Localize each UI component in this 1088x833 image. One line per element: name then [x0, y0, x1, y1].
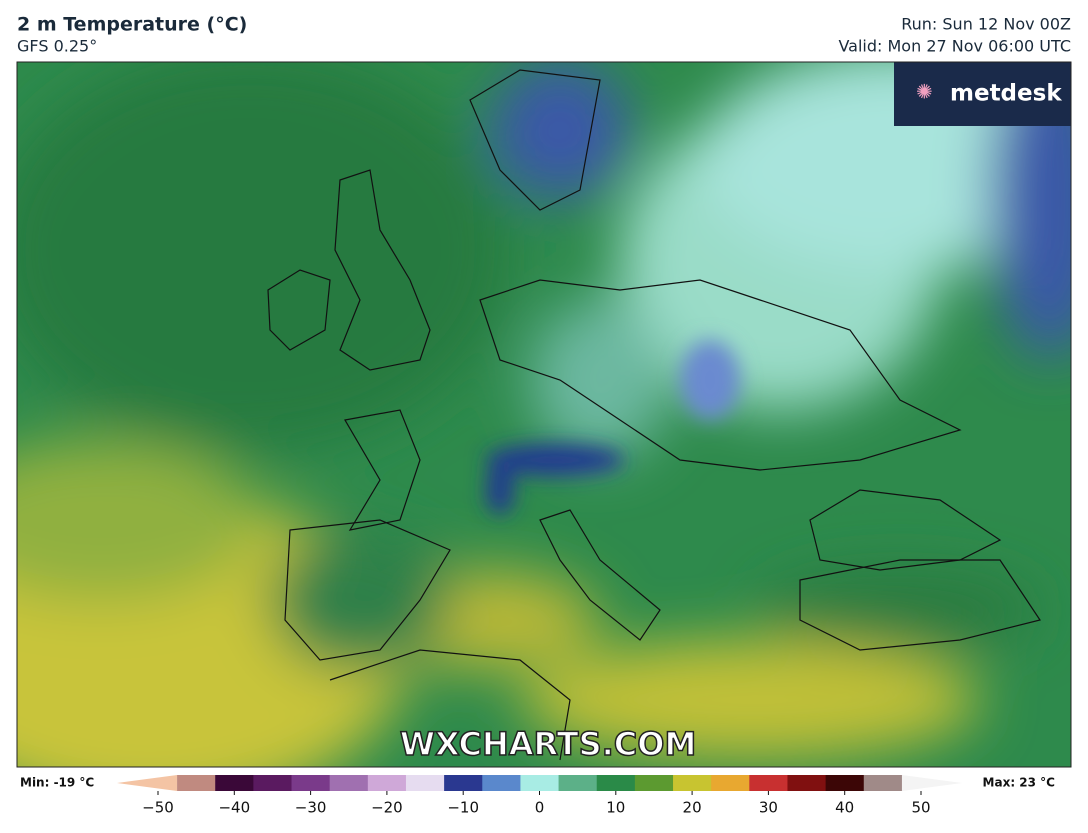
colorbar-segment	[520, 775, 560, 791]
colorbar-tick-label: 0	[535, 799, 545, 817]
logo-icon: ✺	[916, 80, 933, 104]
colorbar-tick-label: 40	[835, 799, 854, 817]
colorbar-segment	[901, 775, 962, 791]
colorbar-segment	[482, 775, 521, 791]
logo-box	[894, 62, 1071, 126]
colorbar-segment	[711, 775, 750, 791]
colorbar-tick-label: 10	[606, 799, 625, 817]
valid-time: Valid: Mon 27 Nov 06:00 UTC	[838, 37, 1071, 56]
colorbar-segment	[749, 775, 788, 791]
colorbar-segment	[673, 775, 712, 791]
watermark: WXCHARTS.COM	[400, 725, 697, 763]
map: ✺ metdesk WXCHARTS.COM	[17, 62, 1071, 767]
colorbar-segment	[291, 775, 331, 791]
colorbar-segment	[825, 775, 865, 791]
max-label: Max: 23 °C	[983, 776, 1056, 790]
colorbar-segment	[863, 775, 903, 791]
model: GFS 0.25°	[17, 37, 97, 56]
colorbar-tick-label: 20	[683, 799, 702, 817]
colorbar-segment	[367, 775, 407, 791]
colorbar-tick-label: −20	[371, 799, 403, 817]
colorbar: −50 −40 −30 −20 −10 0 10 20 30 40 50	[117, 775, 962, 817]
colorbar-segment	[596, 775, 636, 791]
colorbar-tick-label: 30	[759, 799, 778, 817]
colorbar-tick-label: −50	[142, 799, 174, 817]
colorbar-segment	[215, 775, 254, 791]
colorbar-segment	[634, 775, 674, 791]
colorbar-segment	[329, 775, 369, 791]
colorbar-tick-label: 50	[911, 799, 930, 817]
colorbar-tick-label: −40	[218, 799, 250, 817]
colorbar-segment	[405, 775, 445, 791]
colorbar-segment	[177, 775, 216, 791]
map-frame	[16, 61, 1072, 768]
colorbar-segment	[787, 775, 827, 791]
colorbar-tick-label: −30	[295, 799, 327, 817]
logo: metdesk	[950, 81, 1062, 107]
run-time: Run: Sun 12 Nov 00Z	[901, 15, 1071, 34]
title: 2 m Temperature (°C)	[17, 14, 247, 36]
colorbar-tick-label: −10	[447, 799, 479, 817]
min-label: Min: -19 °C	[20, 776, 94, 790]
colorbar-segment	[444, 775, 483, 791]
colorbar-segment	[558, 775, 598, 791]
colorbar-segment	[117, 775, 178, 791]
colorbar-segment	[253, 775, 293, 791]
coastlines	[267, 69, 1041, 761]
